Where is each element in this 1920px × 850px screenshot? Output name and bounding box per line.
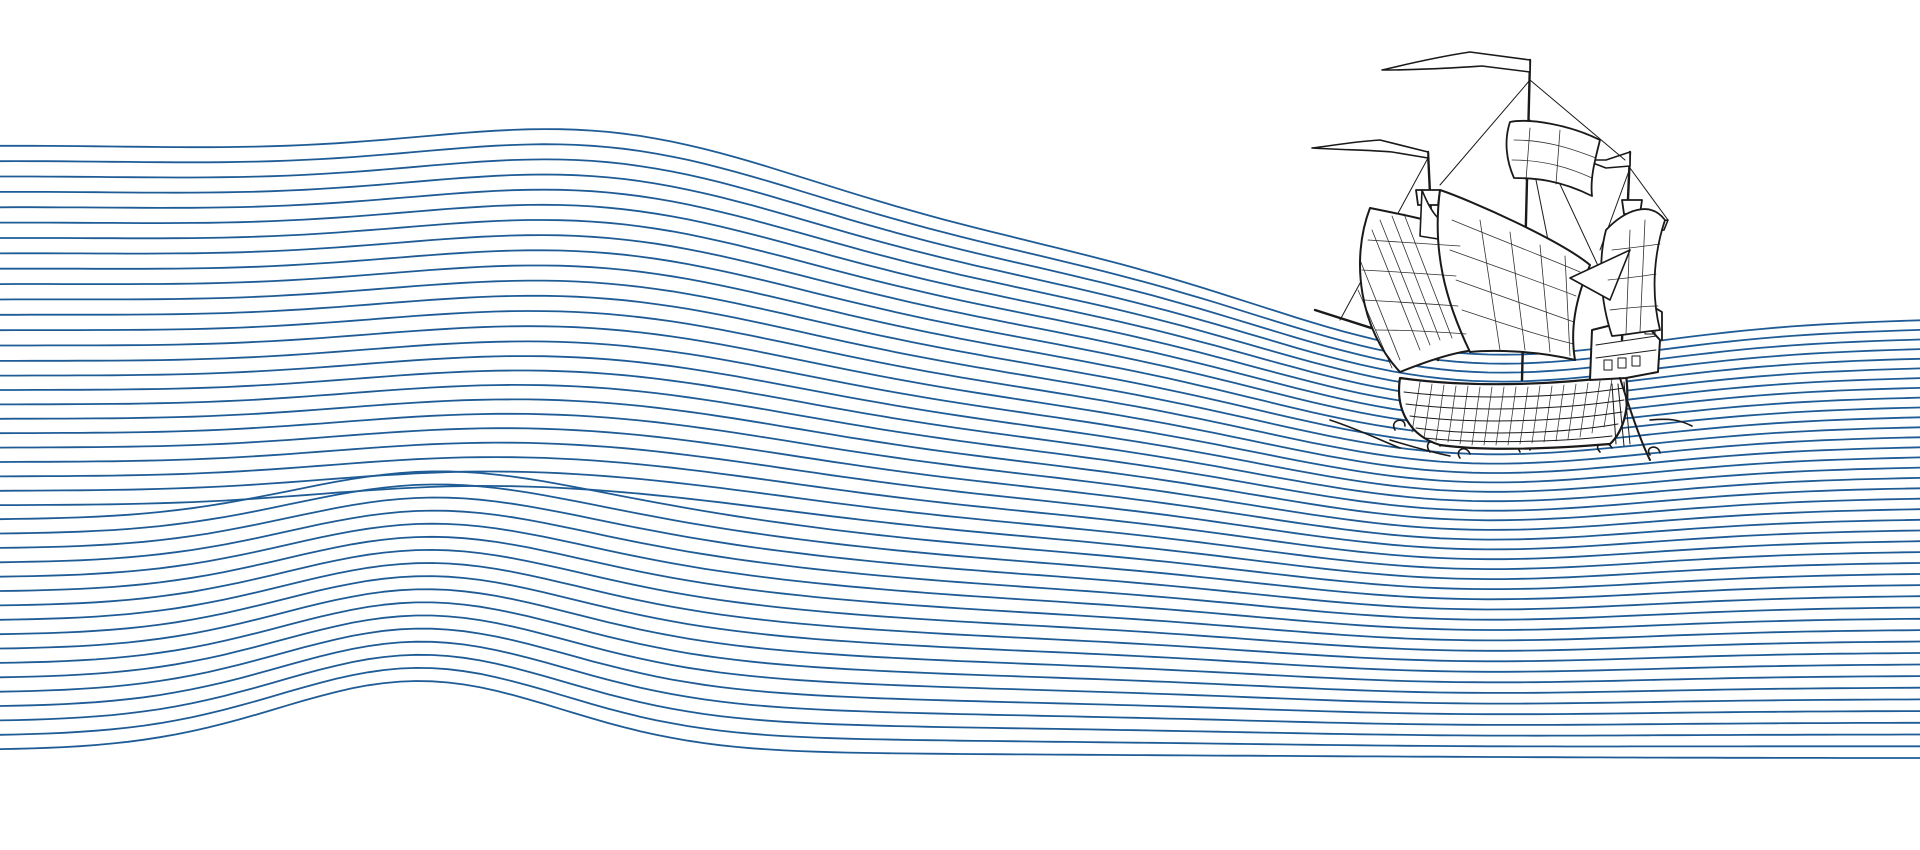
wave-line xyxy=(0,383,1920,512)
wave-line xyxy=(0,325,1920,474)
sailing-ship xyxy=(1311,51,1693,461)
wave-line xyxy=(0,496,1920,611)
wave-line xyxy=(0,601,1920,694)
wave-line xyxy=(0,355,1920,493)
wave-line xyxy=(0,627,1920,716)
wave-line xyxy=(0,535,1920,642)
wave-line xyxy=(0,653,1920,737)
wave-line xyxy=(0,398,1920,522)
wave-line xyxy=(0,470,1920,590)
wave-line xyxy=(0,441,1920,551)
wave-line xyxy=(0,427,1920,541)
wave-line xyxy=(0,575,1920,673)
wave-line xyxy=(0,509,1920,621)
wave-line xyxy=(0,483,1920,601)
wave-line xyxy=(0,369,1920,503)
wave-line xyxy=(0,522,1920,631)
wave-line xyxy=(0,666,1920,748)
wave-line xyxy=(0,680,1920,759)
ship-hull xyxy=(1397,299,1663,461)
wave-line xyxy=(0,562,1920,663)
wave-line xyxy=(0,614,1920,705)
wave-line xyxy=(0,470,1920,570)
wave-line xyxy=(0,640,1920,726)
wave-line xyxy=(0,294,1920,456)
wave-line xyxy=(0,456,1920,561)
wave-line xyxy=(0,588,1920,684)
ship-sails xyxy=(1357,119,1666,373)
wave-lines-group xyxy=(0,128,1920,759)
wave-line xyxy=(0,548,1920,652)
wave-line xyxy=(0,484,1920,580)
wave-line xyxy=(0,340,1920,484)
wave-line xyxy=(0,412,1920,531)
ship-flags xyxy=(1311,51,1669,233)
wave-line xyxy=(0,310,1920,465)
